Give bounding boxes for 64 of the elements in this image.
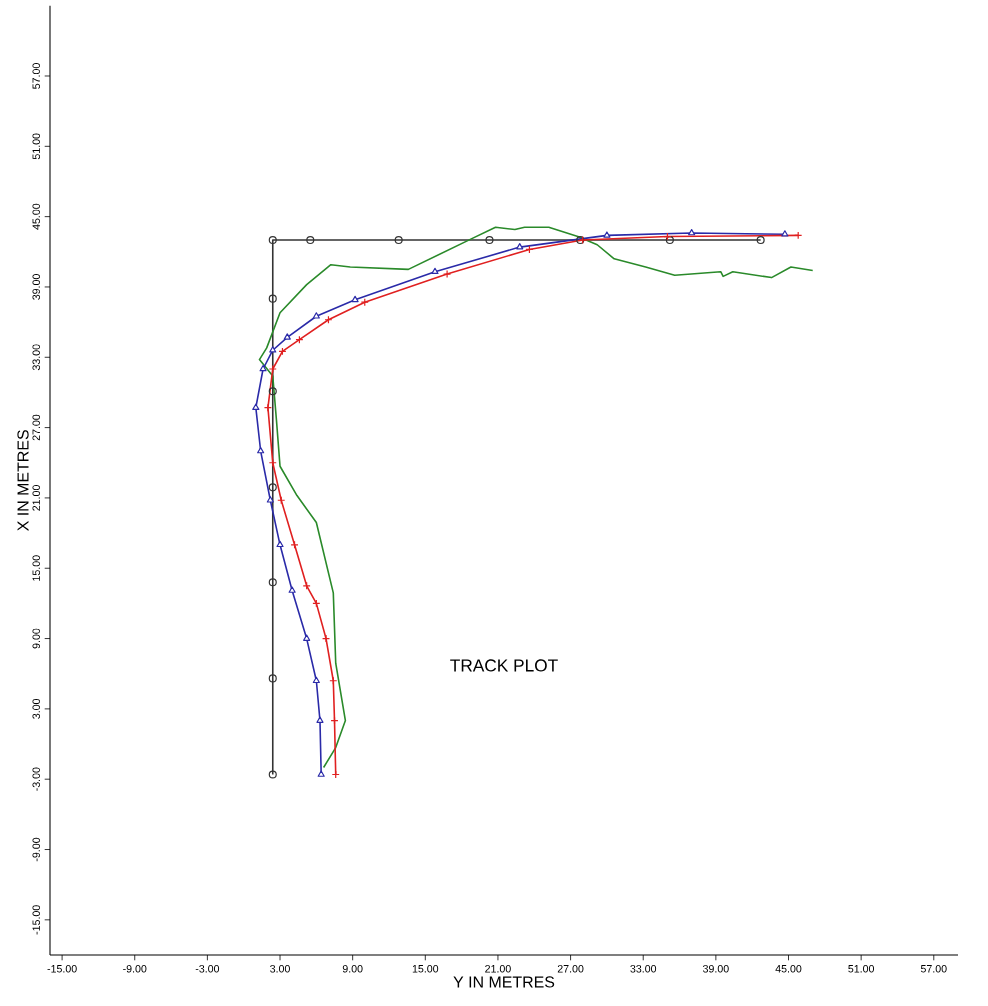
point: [781, 230, 789, 237]
y-tick-label: -15.00: [32, 905, 40, 935]
point: [252, 403, 260, 410]
point: [306, 236, 315, 245]
point: [276, 540, 284, 548]
x-tick-label: -9.00: [123, 965, 147, 973]
point: [312, 676, 320, 684]
point: [259, 364, 267, 372]
x-tick-label: 45.00: [775, 965, 802, 973]
x-tick-label: 39.00: [702, 965, 729, 973]
point: [268, 294, 277, 303]
point: [665, 236, 674, 245]
point: [316, 716, 324, 723]
point: [268, 674, 277, 683]
point: [485, 236, 494, 245]
point: [756, 236, 765, 245]
y-tick-label: 3.00: [32, 698, 40, 719]
x-tick-label: 21.00: [485, 965, 511, 973]
point: [394, 236, 403, 245]
point: [516, 243, 524, 250]
point: [688, 228, 696, 236]
x-tick-label: 57.00: [920, 965, 947, 973]
point: [269, 346, 277, 353]
x-tick-label: 15.00: [412, 965, 439, 973]
point: [443, 270, 452, 279]
point: [268, 364, 277, 374]
y-tick-label: 39.00: [32, 274, 40, 300]
point: [321, 634, 331, 643]
y-tick-label: 51.00: [32, 133, 40, 160]
point: [431, 267, 439, 275]
x-tick-label: -3.00: [195, 965, 220, 973]
x-axis-title: Y IN METRES: [453, 976, 555, 988]
point: [268, 387, 277, 396]
point: [303, 634, 311, 641]
point: [268, 770, 277, 779]
y-tick-label: 27.00: [32, 414, 40, 441]
point: [268, 578, 277, 587]
y-axis-title: X IN METRES: [17, 430, 29, 531]
point: [283, 333, 291, 340]
point: [351, 295, 359, 303]
y-tick-label: 57.00: [32, 63, 40, 89]
point: [288, 586, 296, 593]
y-tick-label: 15.00: [32, 555, 40, 581]
point: [257, 446, 265, 454]
x-tick-label: -15.00: [47, 965, 77, 973]
x-tick-label: 27.00: [557, 965, 584, 973]
y-tick-label: -9.00: [32, 837, 40, 862]
y-tick-label: 21.00: [32, 485, 40, 511]
point: [268, 483, 277, 492]
point: [317, 770, 325, 777]
x-tick-label: 9.00: [342, 965, 363, 973]
y-tick-label: 33.00: [32, 344, 40, 371]
point: [266, 496, 274, 503]
x-tick-label: 3.00: [270, 965, 290, 973]
text: TRACK PLOT: [450, 659, 558, 672]
point: [268, 236, 277, 245]
y-tick-label: 9.00: [32, 628, 40, 649]
x-tick-label: 51.00: [848, 965, 875, 973]
point: [312, 312, 320, 319]
point: [263, 403, 272, 412]
y-tick-label: -3.00: [32, 767, 40, 791]
point: [603, 231, 611, 238]
y-tick-label: 45.00: [32, 203, 40, 230]
x-tick-label: 33.00: [630, 965, 657, 973]
